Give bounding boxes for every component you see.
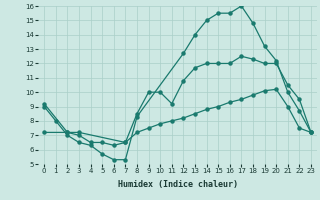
X-axis label: Humidex (Indice chaleur): Humidex (Indice chaleur)	[118, 180, 238, 189]
